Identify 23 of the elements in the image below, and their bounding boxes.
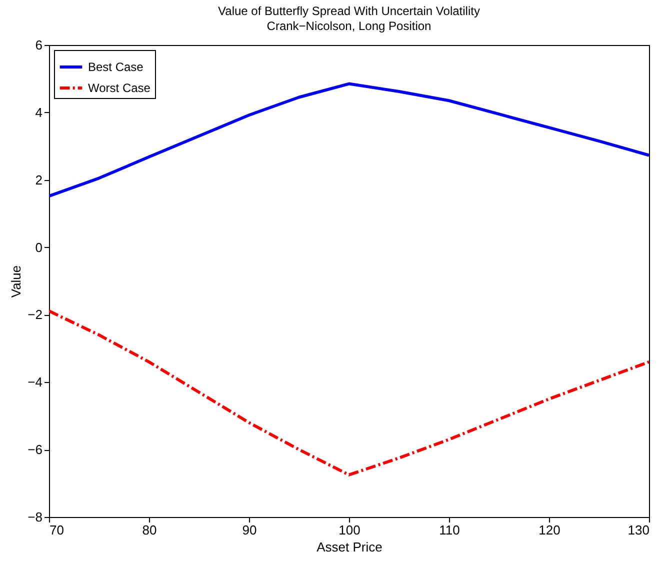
- y-tick-label: −6: [28, 442, 42, 458]
- x-tick-label: 90: [242, 522, 257, 538]
- x-tick-label: 110: [439, 522, 460, 538]
- x-axis-title: Asset Price: [316, 540, 382, 554]
- line-series: [49, 82, 649, 198]
- chart-title: Value of Butterfly Spread With Uncertain Volatility: [218, 4, 480, 18]
- line-series: [49, 310, 649, 476]
- x-tick-label: 80: [142, 522, 157, 538]
- y-tick-label: 4: [35, 104, 42, 120]
- chart-subtitle: Crank−Nicolson, Long Position: [266, 19, 432, 33]
- y-tick-label: −4: [28, 374, 42, 390]
- x-tick-label: 100: [338, 522, 360, 538]
- y-axis-title: Value: [8, 265, 24, 298]
- y-tick-label: −2: [28, 307, 42, 322]
- legend-label: Worst Case: [88, 81, 151, 95]
- y-tick-label: −8: [28, 510, 42, 524]
- x-tick-label: 120: [538, 522, 560, 538]
- y-tick-label: 2: [35, 172, 42, 188]
- legend-label: Best Case: [88, 60, 144, 74]
- x-tick-label: 70: [50, 522, 64, 538]
- y-tick-label: 0: [35, 240, 42, 255]
- y-tick-label: 6: [35, 38, 42, 52]
- x-tick-label: 130: [628, 522, 650, 538]
